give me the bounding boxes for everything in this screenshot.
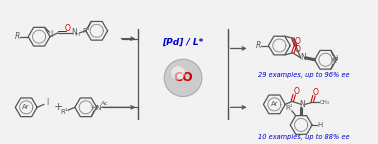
Text: HN: HN bbox=[91, 105, 101, 111]
Text: N: N bbox=[300, 53, 305, 62]
Text: H: H bbox=[332, 55, 338, 61]
Text: O: O bbox=[313, 88, 319, 97]
Text: O: O bbox=[295, 45, 301, 54]
Text: R¹: R¹ bbox=[60, 109, 68, 115]
Text: CO: CO bbox=[173, 71, 193, 84]
Text: Ac: Ac bbox=[101, 101, 109, 106]
Text: O: O bbox=[293, 87, 299, 96]
Text: +: + bbox=[53, 102, 63, 112]
Text: H: H bbox=[76, 32, 80, 37]
Text: 10 examples, up to 88% ee: 10 examples, up to 88% ee bbox=[258, 134, 350, 140]
Text: R¹: R¹ bbox=[285, 105, 293, 111]
Text: R: R bbox=[256, 41, 261, 50]
Text: N: N bbox=[299, 100, 305, 109]
Text: Ar: Ar bbox=[271, 101, 278, 107]
Text: H: H bbox=[318, 122, 323, 128]
Text: [Pd] / L*: [Pd] / L* bbox=[163, 38, 204, 47]
Text: O: O bbox=[295, 37, 301, 46]
Text: O: O bbox=[65, 24, 71, 33]
Text: N: N bbox=[71, 28, 77, 37]
Circle shape bbox=[171, 66, 185, 80]
Text: 29 examples, up to 96% ee: 29 examples, up to 96% ee bbox=[258, 72, 350, 78]
Text: R: R bbox=[15, 32, 20, 41]
Text: CH₃: CH₃ bbox=[320, 100, 330, 105]
Text: I: I bbox=[46, 98, 48, 107]
Text: R¹: R¹ bbox=[82, 28, 90, 34]
Text: I: I bbox=[50, 30, 53, 39]
Circle shape bbox=[164, 59, 202, 96]
Text: R¹: R¹ bbox=[331, 58, 339, 64]
Text: Ar: Ar bbox=[22, 104, 30, 110]
